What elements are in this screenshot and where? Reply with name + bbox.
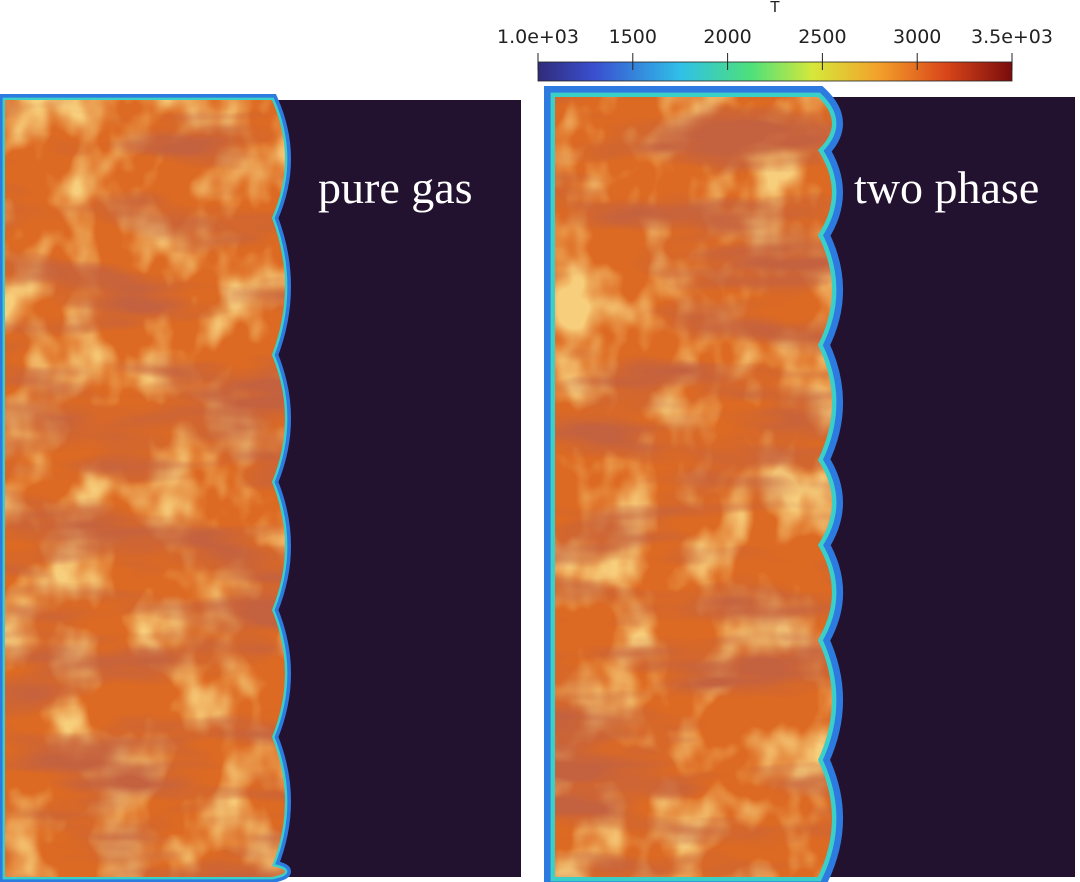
tick-label: 3.5e+03 (971, 26, 1053, 48)
panel-label: two phase (854, 162, 1039, 213)
colorbar (537, 61, 1013, 82)
tick-label: 2000 (703, 26, 751, 48)
tick-label: 1500 (609, 26, 657, 48)
tick-label: 2500 (798, 26, 846, 48)
flame-field (555, 97, 832, 877)
flame-field (5, 100, 285, 877)
tick-label: 1.0e+03 (497, 26, 579, 48)
panel-label: pure gas (318, 162, 473, 213)
tick-label: 3000 (893, 26, 941, 48)
flame-dark (5, 100, 285, 877)
colorbar-title: T (769, 0, 780, 16)
flame-dark (555, 97, 832, 877)
